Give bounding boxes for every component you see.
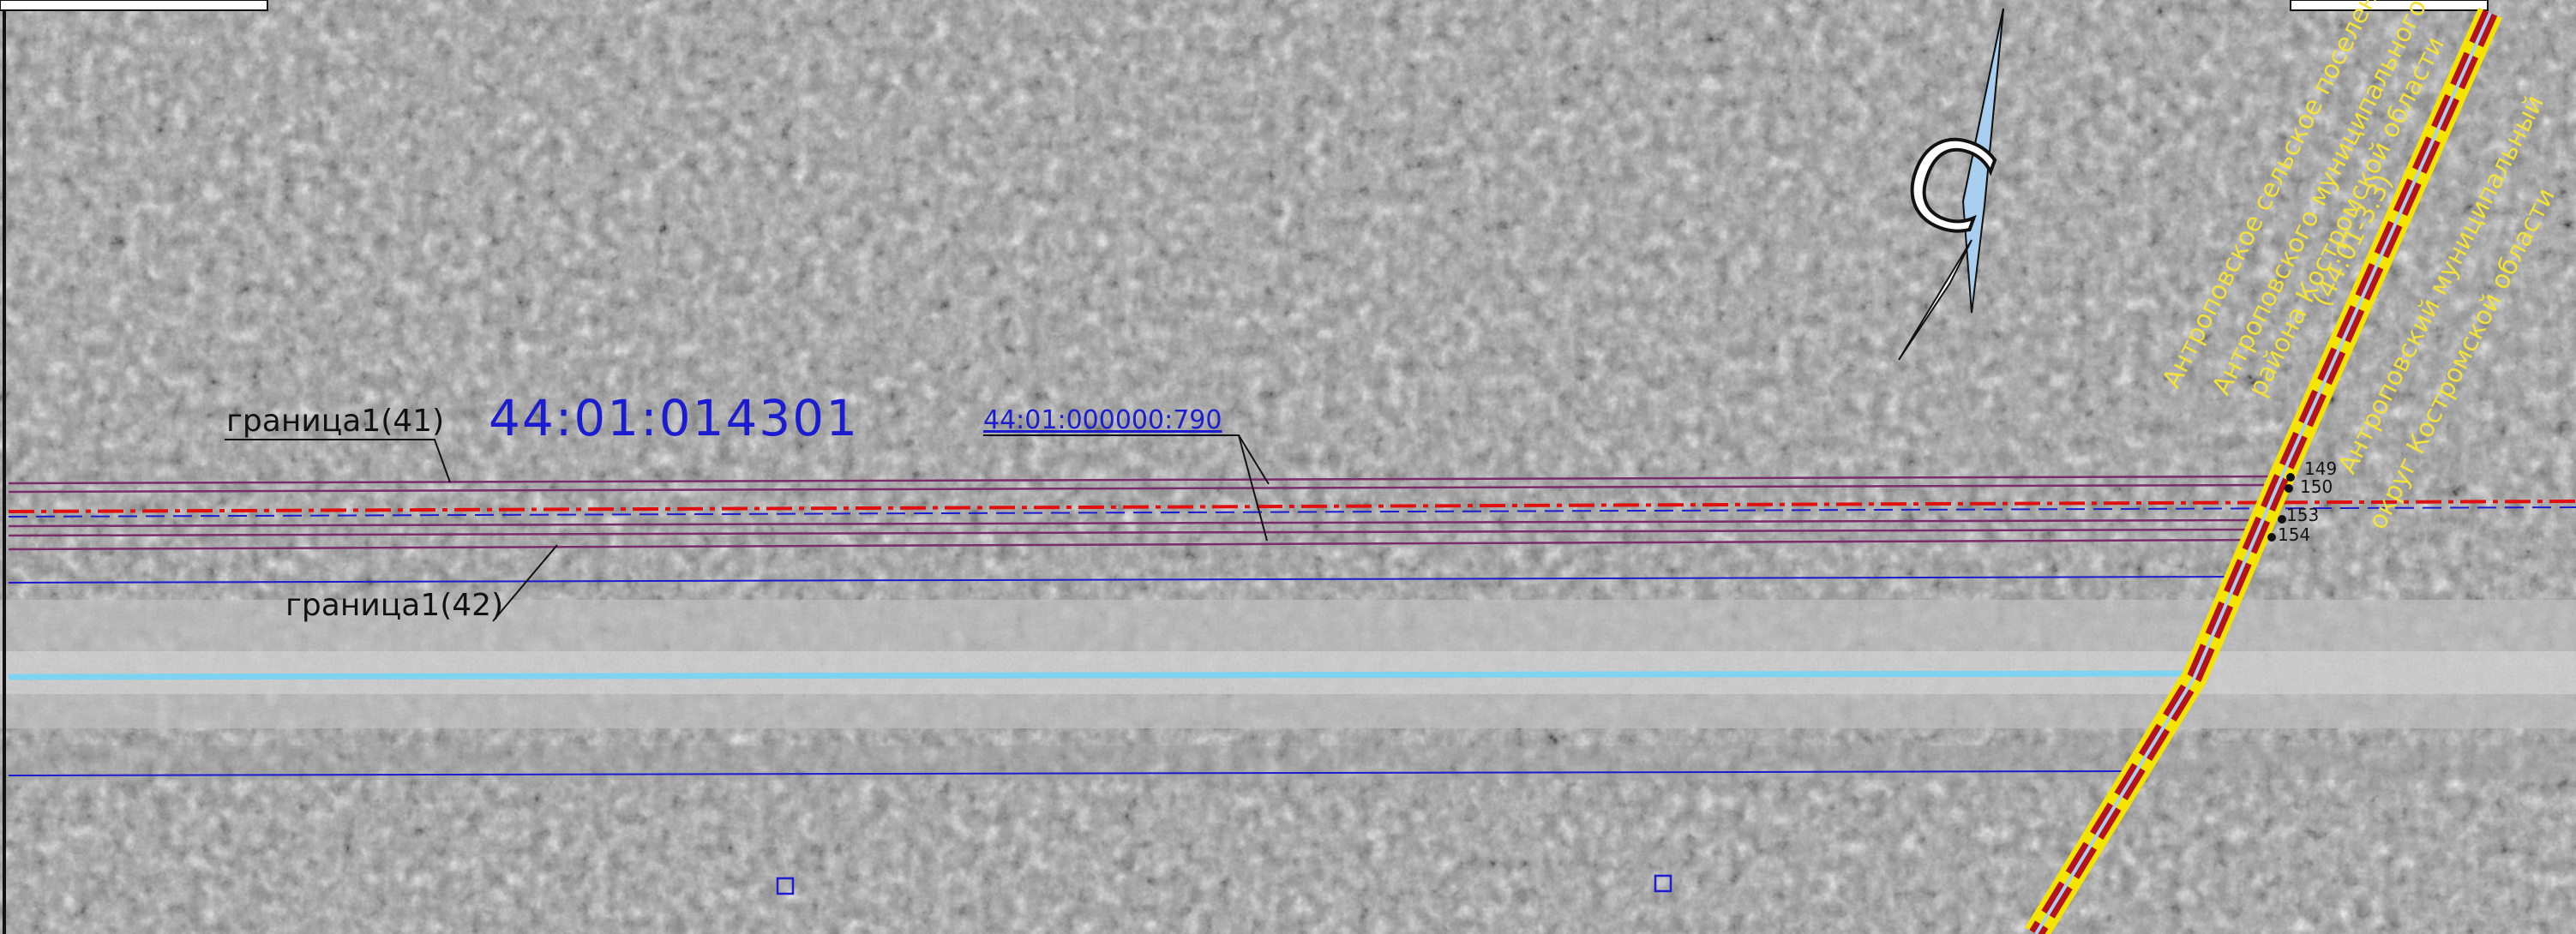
marker-square [776, 877, 795, 895]
blue-boundary-lines [8, 506, 2576, 776]
parcel-number-label: 44:01:014301 [489, 389, 859, 447]
road-centerline [8, 670, 2208, 680]
point-153-label: 153 [2286, 505, 2319, 525]
frame-corner-box-left [0, 0, 268, 11]
boundary-41-label: граница1(41) [226, 404, 444, 439]
north-arrow [1898, 8, 2004, 361]
point-labels: 149 150 153 154 [2278, 458, 2337, 545]
purple-boundary-lines [8, 475, 2281, 551]
boundary-42-label: граница1(42) [285, 588, 503, 623]
survey-points [2267, 473, 2295, 542]
point-150-label: 150 [2300, 476, 2333, 497]
leader-lines [225, 434, 1270, 622]
frame-corner-box-right [2290, 0, 2489, 11]
red-dashdot-line [8, 500, 2576, 513]
cadastral-number-link[interactable]: 44:01:000000:790 [983, 405, 1222, 435]
point-154-label: 154 [2278, 524, 2310, 545]
diagonal-boundary-strip [2025, 7, 2502, 934]
marker-square [1654, 874, 1672, 893]
point-149-label: 149 [2304, 458, 2337, 479]
